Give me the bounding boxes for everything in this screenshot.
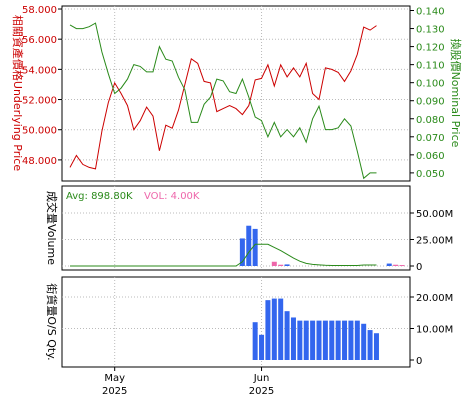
outstanding-bar [329, 320, 335, 360]
outstanding-bar [284, 311, 290, 360]
right-tick-label: 10.00M [416, 325, 453, 336]
price-grid [62, 6, 410, 181]
left-tick-label: 56.000 [22, 35, 57, 46]
x-tick-year: 2025 [249, 386, 274, 397]
volume-bar [252, 228, 258, 266]
outstanding-bar [303, 320, 309, 360]
nominal-price-axis-label: 換股價Nominal Price [449, 39, 463, 148]
right-tick-label: 0.060 [416, 151, 445, 162]
left-tick-label: 48.000 [22, 156, 57, 167]
volume-bars [239, 225, 405, 267]
outstanding-bar [271, 298, 277, 360]
outstanding-axis-label: 街貨量O/S Qty. [45, 283, 59, 360]
right-tick-label: 0.120 [416, 43, 445, 54]
outstanding-bar [278, 298, 284, 360]
volume-right-axis: 0 25.00M 50.00M [410, 209, 453, 273]
right-tick-label: 0.140 [416, 7, 445, 18]
price-right-axis: 0.050 0.060 0.070 0.080 0.090 0.100 0.110 0.120… [410, 7, 445, 180]
right-tick-label: 0.070 [416, 133, 445, 144]
outstanding-bar [290, 317, 296, 360]
volume-bar [284, 264, 290, 266]
right-tick-label: 50.00M [416, 209, 453, 220]
outstanding-plot-frame [61, 276, 411, 368]
left-tick-label: 50.000 [22, 126, 57, 137]
outstanding-bar [354, 320, 360, 360]
outstanding-bar [348, 320, 354, 360]
outstanding-bar [367, 330, 373, 360]
outstanding-bar [316, 320, 322, 360]
right-tick-label: 20.00M [416, 293, 453, 304]
right-tick-label: 0.110 [416, 61, 445, 72]
outstanding-bar [335, 320, 341, 360]
volume-axis-label: 成交量Volume [45, 191, 59, 265]
left-tick-label: 54.000 [22, 65, 57, 76]
right-tick-label: 0.090 [416, 97, 445, 108]
outstanding-bar [265, 300, 271, 360]
underlying-price-axis-label: 相關資產價格Underlying Price [11, 15, 25, 171]
underlying-price-line [69, 25, 377, 170]
volume-average-line [70, 243, 377, 267]
outstanding-bar [252, 322, 258, 360]
outstanding-bar [361, 323, 367, 360]
outstanding-bars [252, 298, 379, 360]
volume-bar [271, 261, 277, 266]
volume-bar [246, 225, 252, 266]
right-tick-label: 0.100 [416, 79, 445, 90]
volume-bar [239, 238, 245, 266]
outstanding-right-axis: 0 10.00M 20.00M [410, 293, 453, 367]
volume-average-label: Avg: 898.80K [66, 191, 133, 202]
volume-panel: 0 25.00M 50.00M Avg: 898.80K VOL: 4.00K 成交… [45, 185, 453, 273]
outstanding-bar [297, 320, 303, 360]
price-plot-frame [61, 5, 411, 182]
right-tick-label: 0.080 [416, 115, 445, 126]
x-tick-month: May [104, 373, 125, 384]
x-tick-month: Jun [253, 373, 270, 384]
volume-bar [393, 264, 399, 266]
outstanding-bar [310, 320, 316, 360]
volume-bar [399, 265, 405, 267]
nominal-price-line [69, 22, 377, 180]
right-tick-label: 25.00M [416, 236, 453, 247]
left-tick-label: 58.000 [22, 5, 57, 16]
price-panel: 48.000 50.000 52.000 54.000 56.000 58.000 0.0… [11, 5, 463, 182]
volume-latest-label: VOL: 4.00K [144, 191, 200, 202]
date-axis: May 2025 Jun 2025 [102, 367, 274, 397]
price-left-axis: 48.000 50.000 52.000 54.000 56.000 58.000 [22, 5, 62, 167]
x-tick-year: 2025 [102, 386, 127, 397]
outstanding-bar [322, 320, 328, 360]
outstanding-bar [373, 333, 379, 360]
right-tick-label: 0 [416, 262, 422, 273]
outstanding-panel: 0 10.00M 20.00M 街貨量O/S Qty. [45, 276, 453, 368]
volume-bar [278, 264, 284, 266]
right-tick-label: 0.050 [416, 169, 445, 180]
outstanding-bar [259, 334, 265, 360]
volume-plot-frame [61, 185, 411, 271]
left-tick-label: 52.000 [22, 96, 57, 107]
volume-bar [386, 263, 392, 266]
outstanding-bar [342, 320, 348, 360]
right-tick-label: 0 [416, 356, 422, 367]
right-tick-label: 0.130 [416, 25, 445, 36]
